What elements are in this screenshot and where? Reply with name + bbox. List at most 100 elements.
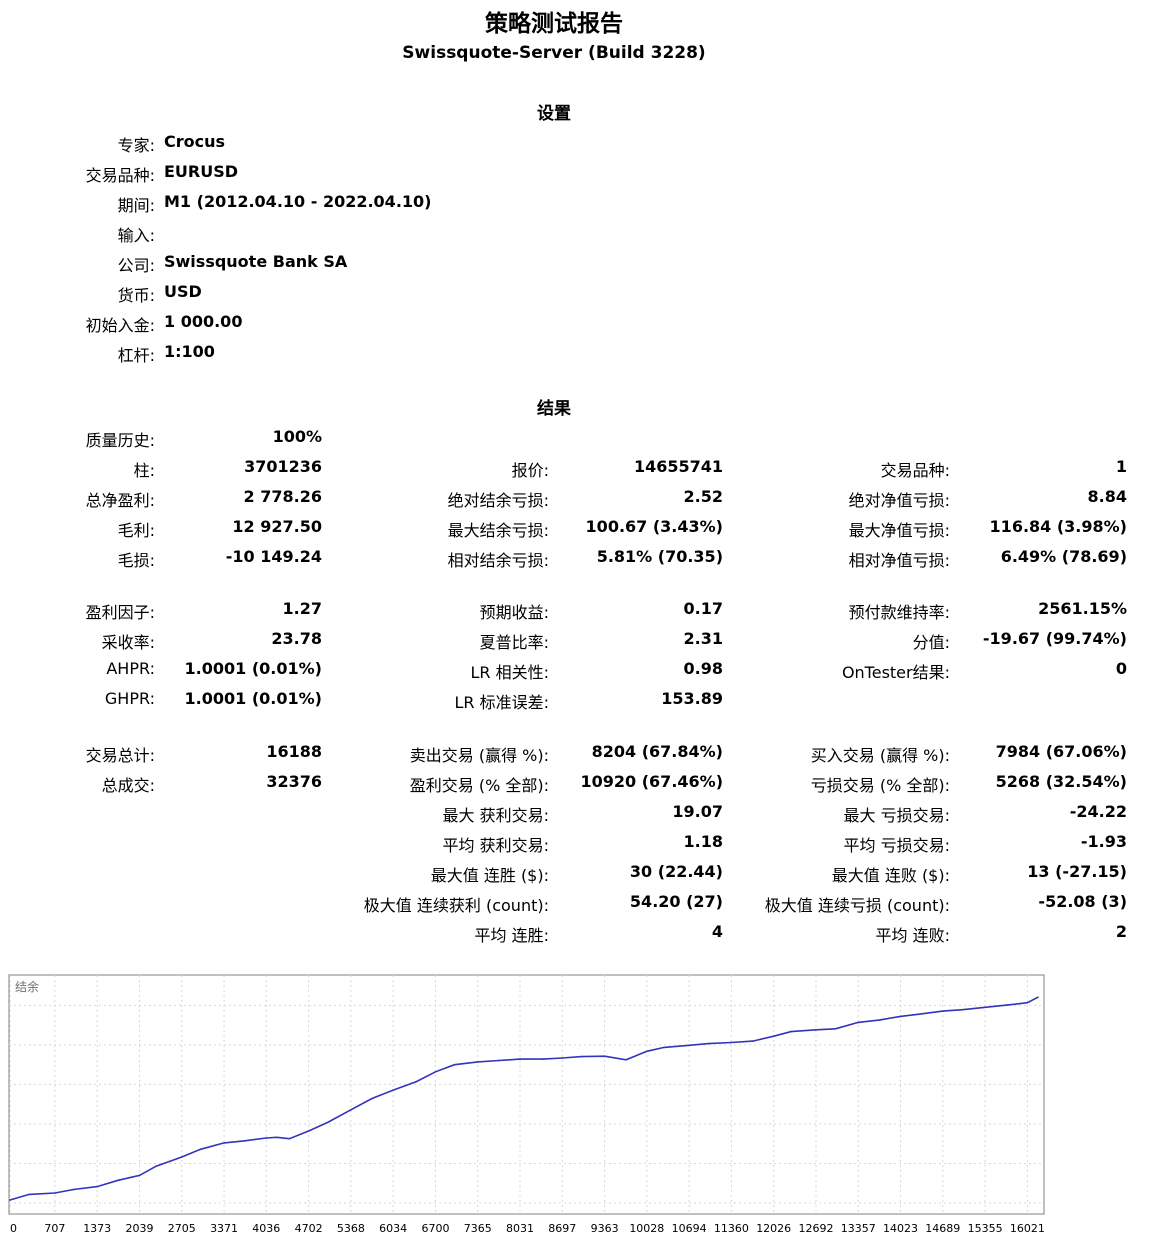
result-label: 总成交: (101, 776, 155, 795)
balance-point (9, 1199, 11, 1201)
x-tick-label: 4036 (252, 1222, 280, 1235)
balance-point (265, 1137, 268, 1139)
result-value: -1.93 (1080, 832, 1127, 851)
x-tick-label: 2039 (125, 1222, 153, 1235)
result-value: 7984 (67.06%) (995, 742, 1127, 761)
x-tick-label: 16021 (1010, 1222, 1045, 1235)
x-tick-label: 9363 (591, 1222, 619, 1235)
result-value: 2 (1115, 922, 1127, 941)
result-value: 4 (711, 922, 723, 941)
balance-point (580, 1055, 583, 1058)
result-value: -10 149.24 (225, 547, 322, 566)
result-value: 2 778.26 (243, 487, 322, 506)
settings-label: 期间: (117, 196, 155, 215)
balance-point (688, 1044, 690, 1047)
balance-points (9, 996, 1039, 1201)
balance-point (54, 1192, 56, 1194)
result-label: 相对净值亏损: (848, 551, 950, 570)
settings-value: 1 000.00 (164, 312, 243, 331)
result-value: 100.67 (3.43%) (585, 517, 723, 536)
result-value: 0.17 (683, 599, 723, 618)
result-label: 分值: (912, 633, 950, 652)
balance-point (28, 1193, 30, 1196)
balance-point (371, 1097, 373, 1100)
result-value: 2561.15% (1038, 599, 1127, 618)
balance-point (961, 1008, 964, 1011)
result-value: 3701236 (244, 457, 322, 476)
result-value: 13 (-27.15) (1027, 862, 1127, 881)
balance-point (519, 1058, 521, 1060)
balance-point (180, 1156, 183, 1158)
result-label: 最大值 连胜 ($): (430, 866, 549, 885)
result-value: 32376 (266, 772, 322, 791)
balance-point (288, 1137, 291, 1140)
balance-point (72, 1188, 75, 1191)
settings-heading: 设置 (537, 104, 571, 124)
x-tick-label: 707 (44, 1222, 65, 1235)
x-tick-label: 10028 (629, 1222, 664, 1235)
x-axis: 0 707 1373 2039 2705 3371 4036 4702 5368 6034 6700… (10, 1222, 1045, 1235)
balance-point (117, 1179, 119, 1182)
balance-point (155, 1165, 157, 1168)
result-label: 极大值 连续亏损 (count): (764, 896, 950, 915)
balance-point (223, 1142, 225, 1144)
result-value: 14655741 (633, 457, 723, 476)
balance-point (752, 1040, 754, 1042)
settings-value: EURUSD (164, 162, 239, 181)
result-label: 平均 连败: (875, 926, 950, 945)
result-label: 交易品种: (880, 461, 950, 480)
result-label: OnTester结果: (841, 663, 950, 682)
x-tick-label: 12692 (798, 1222, 833, 1235)
balance-point (275, 1136, 278, 1139)
result-label: 盈利交易 (% 全部): (409, 776, 549, 795)
x-tick-label: 14023 (883, 1222, 918, 1235)
balance-point (772, 1035, 775, 1037)
result-value: 10920 (67.46%) (580, 772, 724, 791)
result-label: 毛利: (117, 521, 155, 540)
balance-point (879, 1019, 881, 1021)
result-label: 采收率: (101, 633, 155, 652)
result-label: LR 相关性: (470, 663, 549, 682)
result-value: 2.31 (683, 629, 723, 648)
result-value: 0.98 (683, 659, 723, 678)
balance-point (415, 1080, 418, 1083)
balance-point (561, 1057, 564, 1059)
result-label: 相对结余亏损: (447, 551, 549, 570)
result-value: 12 927.50 (232, 517, 322, 536)
x-tick-label: 11360 (714, 1222, 749, 1235)
x-tick-label: 0 (10, 1222, 17, 1235)
result-label: 最大结余亏损: (447, 521, 549, 540)
result-value: 0 (1115, 659, 1127, 678)
balance-point (663, 1046, 665, 1049)
settings-value: M1 (2012.04.10 - 2022.04.10) (164, 192, 432, 211)
x-tick-label: 3371 (210, 1222, 238, 1235)
result-value: -24.22 (1069, 802, 1127, 821)
result-label: 卖出交易 (赢得 %): (409, 746, 549, 765)
result-value: 19.07 (672, 802, 723, 821)
settings-value: Swissquote Bank SA (164, 252, 348, 271)
x-tick-label: 1373 (83, 1222, 111, 1235)
settings-label: 输入: (117, 226, 155, 245)
result-value: 100% (272, 427, 322, 446)
balance-point (1037, 996, 1039, 998)
result-value: -19.67 (99.74%) (982, 629, 1127, 648)
result-label: 极大值 连续获利 (count): (363, 896, 549, 915)
result-label: 预付款维持率: (848, 603, 950, 622)
result-label: 预期收益: (479, 603, 549, 622)
settings-label: 杠杆: (117, 346, 155, 365)
results-heading: 结果 (537, 399, 571, 419)
result-value: 54.20 (27) (629, 892, 723, 911)
x-tick-label: 14689 (925, 1222, 960, 1235)
balance-point (790, 1030, 792, 1033)
result-label: 亏损交易 (% 全部): (810, 776, 950, 795)
balance-point (603, 1055, 606, 1058)
x-tick-label: 6700 (421, 1222, 449, 1235)
chart-title: 结余 (15, 979, 39, 994)
result-label: 交易总计: (85, 746, 155, 765)
result-value: 8.84 (1087, 487, 1127, 506)
server-subtitle: Swissquote-Server (Build 3228) (402, 43, 706, 63)
settings-value: Crocus (164, 132, 226, 151)
x-tick-label: 13357 (841, 1222, 876, 1235)
balance-point (326, 1121, 329, 1124)
result-label: GHPR: (104, 689, 155, 708)
